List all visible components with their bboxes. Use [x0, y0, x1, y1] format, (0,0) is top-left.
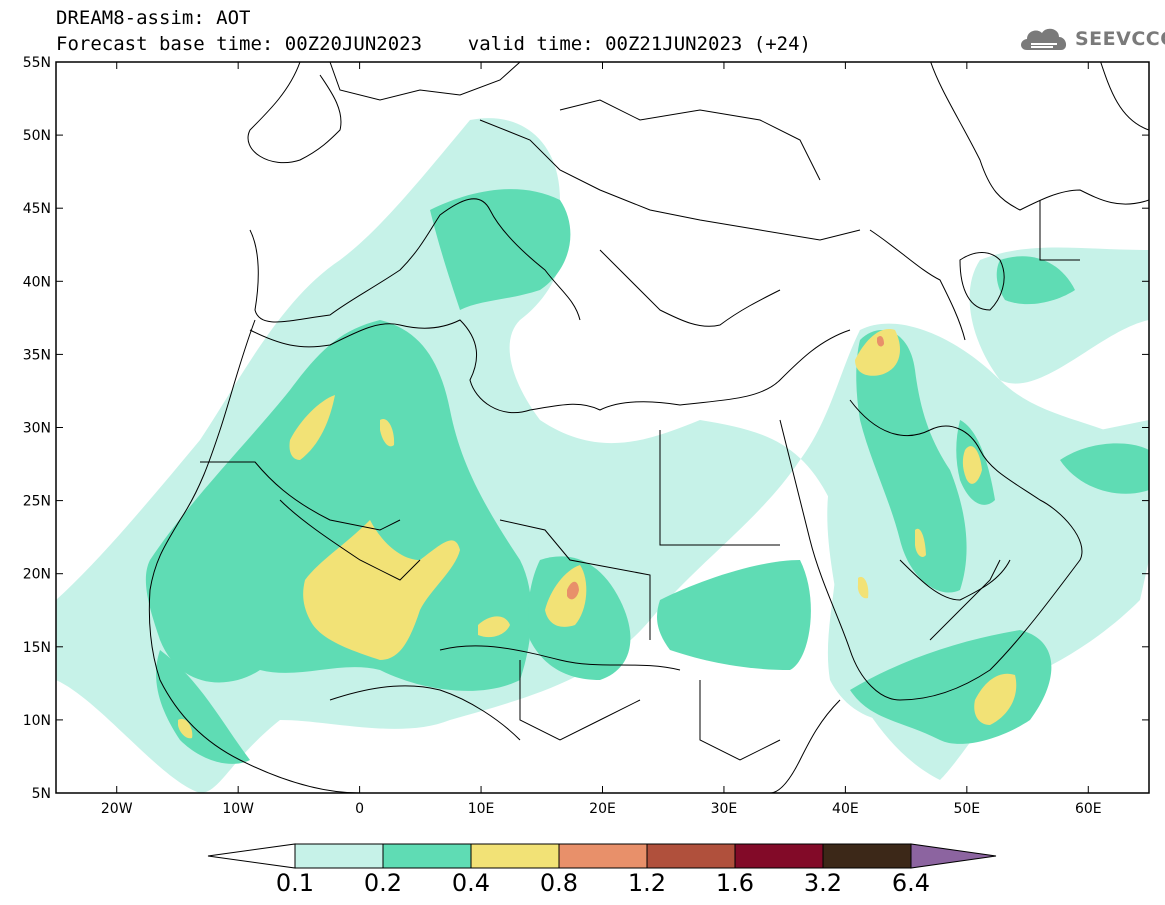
chart-title: DREAM8-assim: AOT	[56, 7, 251, 29]
colorbar-label: 0.4	[452, 869, 490, 897]
aot-band-0.4	[178, 329, 1017, 739]
aot-field	[56, 118, 1149, 793]
forecast-time-line: Forecast base time: 00Z20JUN2023 valid t…	[56, 33, 811, 55]
colorbar-swatch	[558, 843, 648, 869]
logo-text: SEEVCCC	[1075, 28, 1165, 50]
latitude-axis: 55N 50N 45N 40N 35N 30N 25N 20N 15N 10N 5N	[23, 55, 1149, 802]
lat-label: 55N	[23, 55, 51, 71]
lon-label: 20W	[101, 801, 133, 817]
lat-label: 10N	[23, 713, 51, 729]
lat-label: 35N	[23, 347, 51, 363]
lat-label: 45N	[23, 201, 51, 217]
coastlines	[148, 62, 1149, 793]
colorbar-swatch	[470, 843, 560, 869]
colorbar-swatch	[734, 843, 824, 869]
lat-label: 15N	[23, 640, 51, 656]
lat-label: 30N	[23, 421, 51, 437]
colorbar-swatch	[294, 843, 384, 869]
lat-label: 5N	[32, 786, 51, 802]
colorbar-swatch	[382, 843, 472, 869]
colorbar-label: 0.2	[364, 869, 402, 897]
lon-label: 10W	[222, 801, 254, 817]
lon-label: 50E	[953, 801, 980, 817]
lat-label: 40N	[23, 274, 51, 290]
colorbar-label: 0.1	[276, 869, 314, 897]
lon-label: 20E	[589, 801, 616, 817]
lon-label: 10E	[468, 801, 495, 817]
longitude-axis: 20W 10W 0 10E 20E 30E 40E 50E 60E	[101, 62, 1102, 817]
aot-band-0.2	[145, 189, 1149, 764]
colorbar-swatch	[646, 843, 736, 869]
colorbar-label: 0.8	[540, 869, 578, 897]
lon-label: 0	[355, 801, 364, 817]
colorbar-arrow-right	[910, 843, 997, 869]
cloud-icon	[1021, 28, 1067, 50]
colorbar-label: 1.2	[628, 869, 666, 897]
colorbar-label: 6.4	[892, 869, 930, 897]
lat-label: 20N	[23, 567, 51, 583]
colorbar-swatch	[822, 843, 912, 869]
colorbar-label: 3.2	[804, 869, 842, 897]
colorbar-arrow-left	[207, 843, 296, 869]
lon-label: 30E	[711, 801, 738, 817]
colorbar-label: 1.6	[716, 869, 754, 897]
lat-label: 25N	[23, 494, 51, 510]
colorbar: 0.1 0.2 0.4 0.8 1.2 1.6 3.2 6.4	[207, 843, 997, 897]
lon-label: 40E	[832, 801, 859, 817]
lat-label: 50N	[23, 128, 51, 144]
seevccc-logo: SEEVCCC	[1017, 22, 1165, 56]
lon-label: 60E	[1075, 801, 1102, 817]
aot-band-0.8	[567, 336, 884, 600]
